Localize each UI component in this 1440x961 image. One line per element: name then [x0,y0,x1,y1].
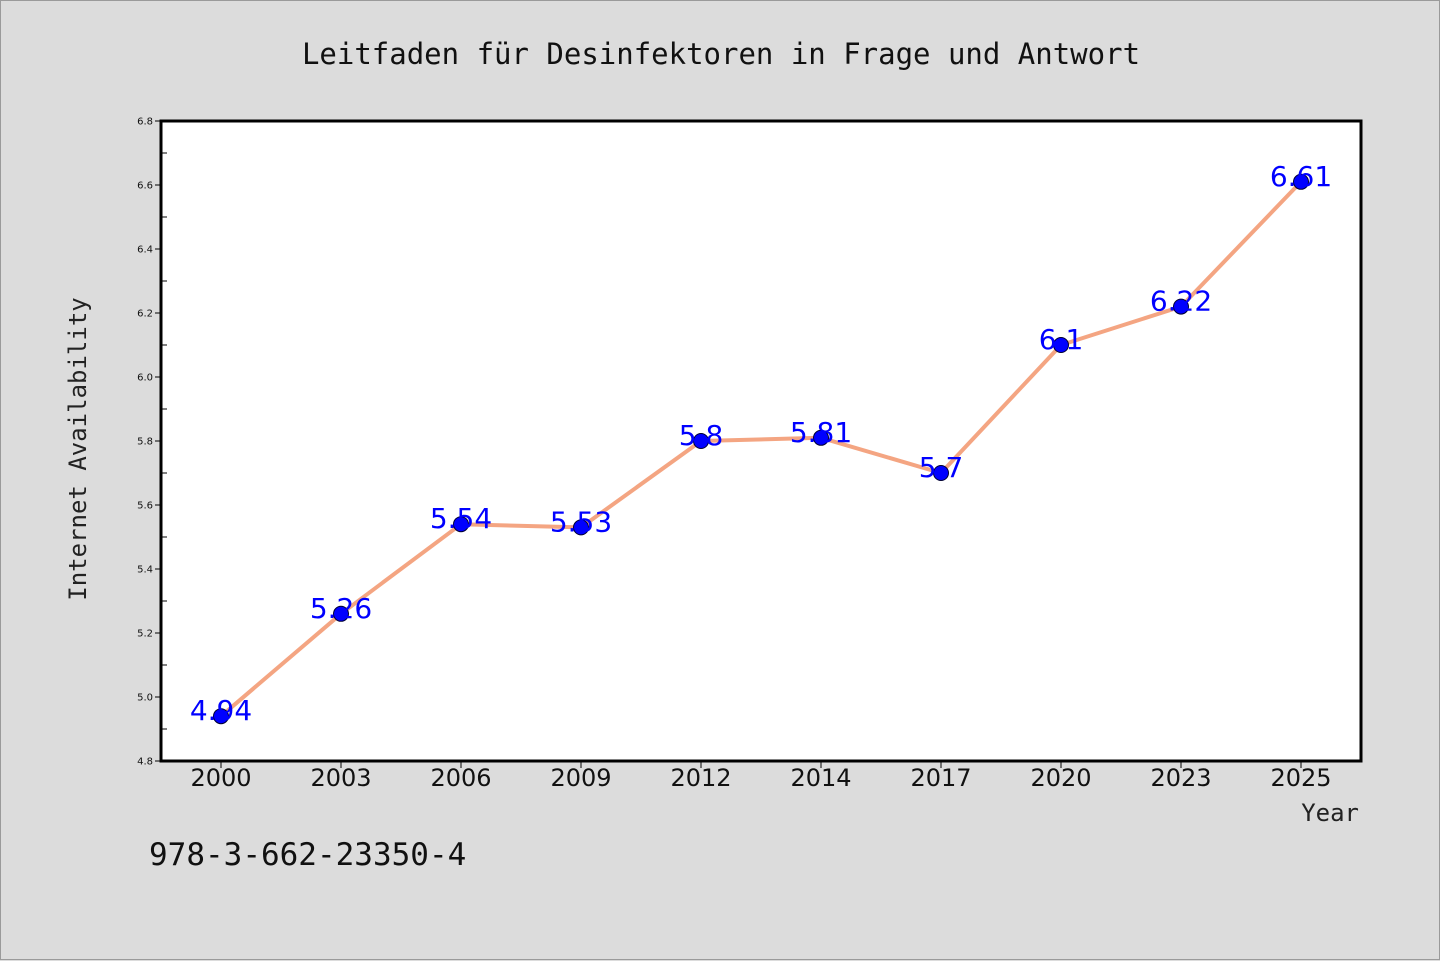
y-tick-label: 5.4 [137,565,153,576]
x-tick-label: 2012 [670,764,731,792]
data-point [693,433,709,449]
y-tick-label: 6.4 [137,245,153,256]
data-label: 6.61 [1270,160,1332,193]
y-tick-label: 5.0 [137,693,153,704]
data-point [453,516,469,533]
data-point [573,519,589,536]
series-group: 4.94 5.26 5.54 5.53 5.8 5.81 5.7 6.1 6.22 6.61 [190,160,1332,727]
data-point [1053,337,1069,353]
x-tick-label: 2006 [430,764,491,792]
y-tick-label: 6.6 [137,181,153,192]
y-tick-label: 6.2 [137,309,153,320]
chart-title: Leitfaden für Desinfektoren in Frage und… [302,37,1140,71]
x-tick-label: 2023 [1150,764,1211,792]
y-tick-label: 5.8 [137,437,153,448]
y-tick-label: 5.6 [137,501,153,512]
x-tick-label: 2014 [790,764,851,792]
y-axis-label: Internet Availability [64,297,92,600]
data-label: 6.1 [1039,323,1084,356]
x-tick-label: 2020 [1030,764,1091,792]
x-tick-label: 2017 [910,764,971,792]
data-label: 5.8 [679,419,724,452]
data-label: 5.7 [919,451,964,484]
data-point [813,429,829,446]
data-label: 5.54 [430,502,492,535]
y-axis: 4.8 5.0 5.2 5.4 5.6 5.8 6.0 6.2 6.4 6.6 6.8 [137,117,167,768]
data-point [1173,298,1189,315]
y-tick-label: 6.8 [137,117,153,128]
x-tick-label: 2003 [310,764,371,792]
data-label: 4.94 [190,694,252,727]
y-tick-label: 6.0 [137,373,153,384]
data-label: 5.81 [790,416,852,449]
data-point [213,708,229,725]
x-axis: 2000 2003 2006 2009 2012 2014 2017 2020 2023 2025 [190,761,1332,792]
isbn-label: 978-3-662-23350-4 [149,837,466,873]
y-tick-label: 5.2 [137,629,153,640]
x-tick-label: 2000 [190,764,251,792]
y-tick-label: 4.8 [137,757,153,768]
x-axis-label: Year [1301,799,1359,827]
series-line [219,179,1303,719]
x-tick-label: 2009 [550,764,611,792]
data-point [933,465,949,481]
data-label: 5.26 [310,592,372,625]
data-label: 6.22 [1150,285,1212,318]
data-label: 5.53 [550,505,612,538]
data-point [1293,173,1309,190]
x-tick-label: 2025 [1270,764,1331,792]
data-point [333,605,349,622]
